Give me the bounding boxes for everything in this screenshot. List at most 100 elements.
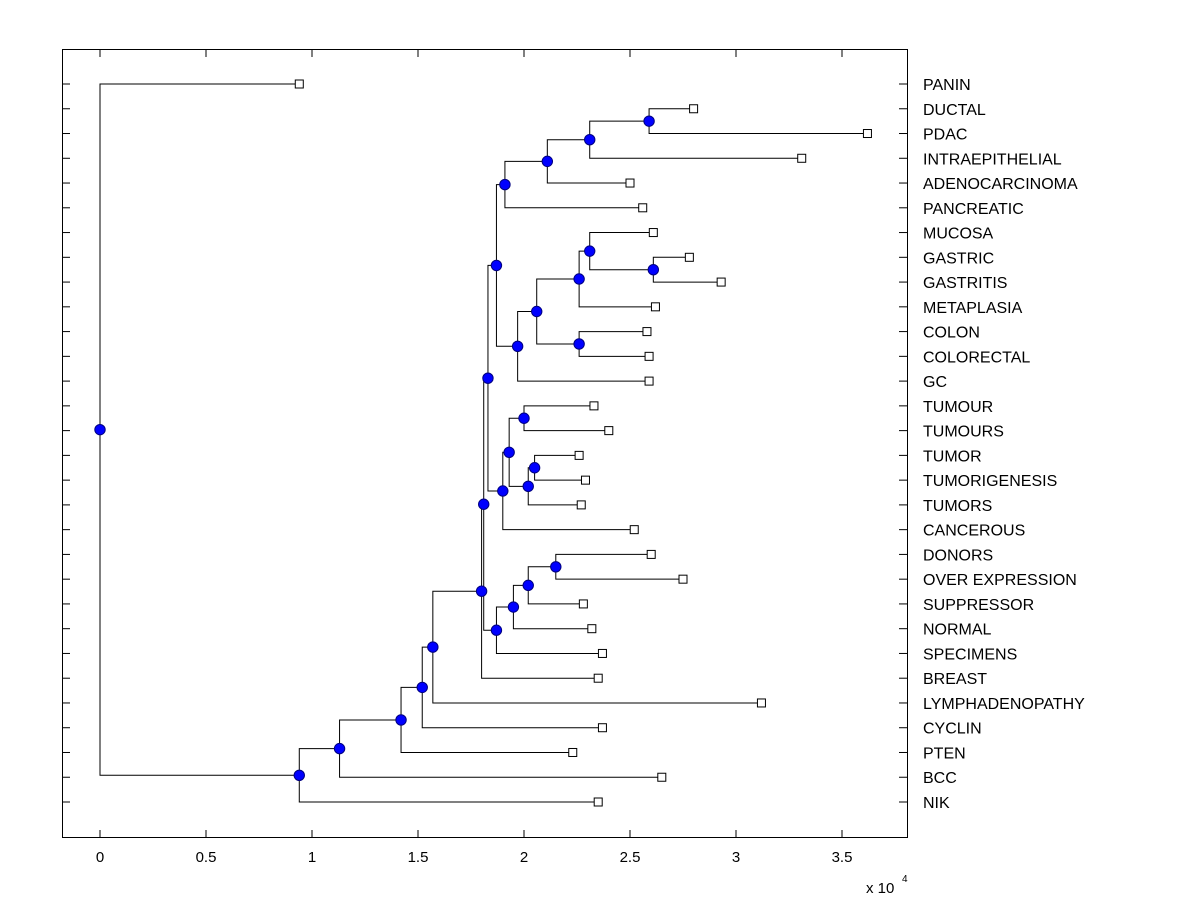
leaf-label-pten: PTEN	[923, 745, 966, 762]
node-marker-n6	[584, 245, 596, 257]
node-marker-n17	[482, 372, 494, 384]
branch-n14-tumors	[527, 486, 582, 506]
node-marker-n9	[531, 305, 543, 318]
branch-n4-n3	[504, 160, 548, 185]
node-marker-n15	[503, 446, 515, 458]
x-tick-label: 2	[520, 849, 528, 866]
leaf-label-tumorigenesis: TUMORIGENESIS	[923, 473, 1057, 490]
leaf-marker-cyclin	[597, 723, 607, 733]
leaf-label-lymphadenopathy: LYMPHADENOPATHY	[923, 696, 1085, 713]
leaf-marker-tumours	[604, 426, 614, 436]
branch-n22-n17	[483, 377, 488, 505]
node-marker-n25	[416, 681, 428, 694]
leaf-marker-adenocarcinoma	[625, 178, 635, 188]
branch-n13-tumor	[534, 454, 580, 468]
branch-n28-nik	[298, 775, 599, 803]
leaf-label-metaplasia: METAPLASIA	[923, 300, 1023, 317]
leaf-label-specimens: SPECIMENS	[923, 646, 1017, 663]
leaf-label-breast: BREAST	[923, 671, 987, 688]
node-marker-n5	[647, 263, 660, 276]
leaf-label-tumour: TUMOUR	[923, 399, 993, 416]
branch-n15-n14	[508, 452, 529, 487]
node-marker-n2	[584, 134, 596, 146]
leaf-label-gastritis: GASTRITIS	[923, 275, 1007, 292]
leaf-marker-cancerous	[629, 525, 639, 535]
leaf-marker-specimens	[597, 648, 607, 658]
leaf-marker-colorectal	[644, 351, 654, 361]
branch-n18-over-expression	[555, 566, 683, 580]
x-tick-label: 0.5	[196, 849, 217, 866]
node-marker-n3	[541, 155, 554, 168]
node-marker-n27	[333, 742, 346, 755]
x-tick-label: 2.5	[620, 849, 641, 866]
branch-n19-suppressor	[527, 585, 584, 605]
leaf-label-gc: GC	[923, 374, 947, 391]
branch-n7-metaplasia	[578, 278, 656, 308]
leaf-label-intraepithelial: INTRAEPITHELIAL	[923, 151, 1062, 168]
leaf-label-nik: NIK	[923, 795, 950, 812]
branch-n10-gc	[517, 346, 650, 382]
node-marker-n22	[478, 498, 490, 510]
node-marker-root	[94, 423, 106, 436]
leaf-label-tumor: TUMOR	[923, 448, 982, 465]
leaf-label-cancerous: CANCEROUS	[923, 523, 1025, 540]
branch-n2-n1	[589, 120, 650, 140]
leaf-label-normal: NORMAL	[923, 622, 992, 639]
leaf-marker-tumors	[576, 500, 586, 510]
leaf-label-ductal: DUCTAL	[923, 102, 986, 119]
node-marker-n18	[550, 561, 562, 573]
node-marker-n10	[511, 340, 524, 352]
branch-n3-adenocarcinoma	[546, 161, 630, 184]
branch-n19-n18	[527, 566, 556, 586]
branch-n8-colorectal	[578, 343, 650, 357]
node-markers	[94, 115, 660, 781]
branch-n6-mucosa	[589, 232, 654, 252]
leaf-labels: PANIN DUCTAL PDAC INTRAEPITHELIAL ADENOCARCI…	[923, 77, 1085, 812]
branch-n26-n25	[400, 686, 423, 720]
leaf-marker-panin	[294, 79, 304, 89]
node-marker-n14	[522, 480, 534, 493]
leaf-label-mucosa: MUCOSA	[923, 226, 994, 243]
branch-n21-specimens	[495, 630, 603, 654]
axis-ticks	[62, 49, 907, 838]
leaf-marker-bcc	[657, 772, 667, 782]
leaf-label-gastric: GASTRIC	[923, 250, 994, 267]
branch-n27-bcc	[339, 748, 662, 778]
leaf-label-cyclin: CYCLIN	[923, 721, 982, 738]
leaf-label-pdac: PDAC	[923, 127, 967, 144]
leaf-label-donors: DONORS	[923, 547, 993, 564]
leaf-marker-donors	[646, 549, 656, 559]
branch-n11-n10	[495, 265, 518, 347]
branch-n24-n23	[432, 590, 482, 648]
leaf-marker-tumorigenesis	[580, 475, 590, 485]
node-marker-n7	[573, 273, 585, 285]
leaf-markers	[294, 79, 872, 807]
branch-root-n28	[99, 429, 300, 776]
leaf-marker-colon	[642, 327, 652, 337]
leaf-marker-pancreatic	[638, 203, 648, 213]
branch-n11-n4	[495, 184, 505, 266]
x-multiplier-label: x 10	[866, 880, 894, 897]
leaf-marker-intraepithelial	[797, 153, 807, 163]
x-tick-label: 3.5	[832, 849, 853, 866]
leaf-marker-metaplasia	[650, 302, 660, 312]
node-marker-n12	[518, 412, 530, 424]
branch-n4-pancreatic	[504, 184, 643, 209]
node-marker-n26	[395, 714, 407, 726]
branch-n24-lymphadenopathy	[432, 647, 762, 704]
node-marker-n24	[427, 641, 439, 653]
branch-n25-cyclin	[421, 687, 603, 729]
leaf-label-tumors: TUMORS	[923, 498, 992, 515]
leaf-marker-breast	[593, 673, 603, 683]
leaf-marker-over-expression	[678, 574, 688, 584]
leaf-marker-tumour	[589, 401, 599, 411]
node-marker-n13	[528, 462, 541, 474]
branch-n13-tumorigenesis	[534, 467, 586, 481]
x-tick-label: 0	[96, 849, 104, 866]
x-tick-label: 1.5	[408, 849, 429, 866]
leaf-marker-gastritis	[716, 277, 726, 287]
node-marker-n1	[643, 115, 655, 127]
branch-n12-tumour	[523, 405, 594, 419]
branch-n17-n11	[487, 264, 497, 379]
